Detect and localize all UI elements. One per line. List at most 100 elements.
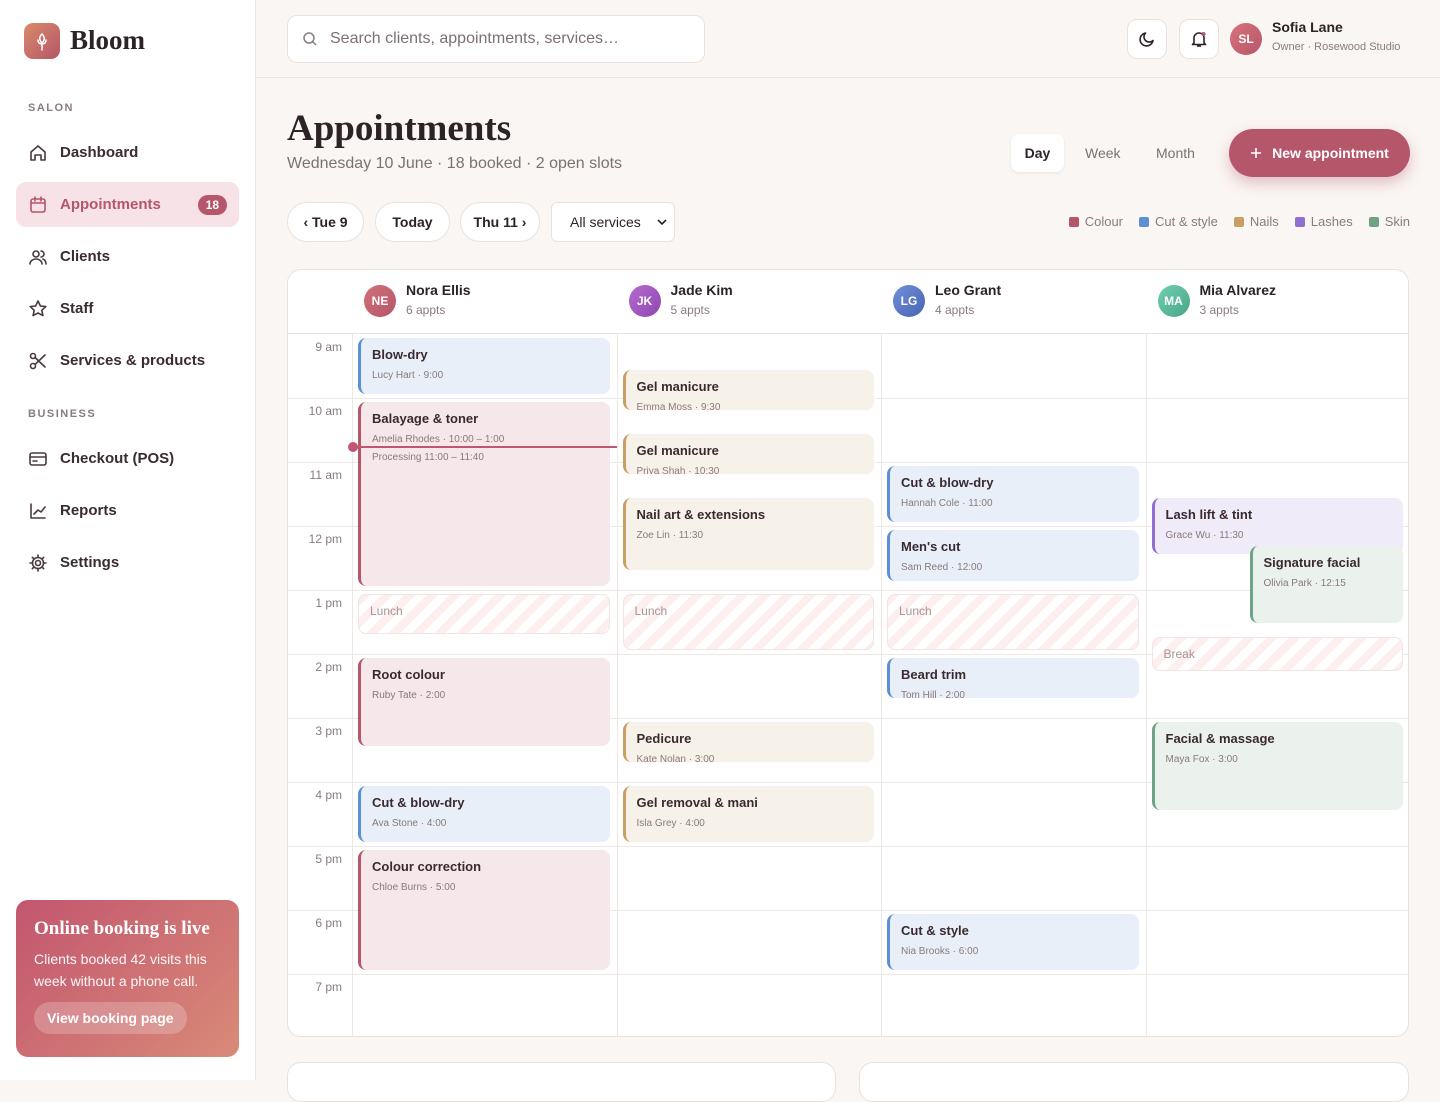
appointment[interactable]: Gel removal & mani Isla Grey · 4:00 <box>622 786 874 842</box>
view-tab[interactable]: Day <box>1011 134 1064 172</box>
time-label: 5 pm <box>315 852 342 866</box>
appointment[interactable]: Colour correction Chloe Burns · 5:00 <box>358 850 610 970</box>
legend-swatch <box>1294 216 1305 227</box>
view-tab[interactable]: Week <box>1085 145 1121 161</box>
appointment[interactable]: Gel manicure Priya Shah · 10:30 <box>622 434 874 474</box>
card <box>859 1062 1409 1102</box>
nav-label: Services & products <box>60 352 206 369</box>
legend-item: Skin <box>1368 214 1410 229</box>
appointment[interactable]: Cut & blow-dry Hannah Cole · 11:00 <box>887 466 1139 522</box>
nav-label: Appointments <box>60 196 161 213</box>
appointment-detail: Sam Reed · 12:00 <box>901 562 983 573</box>
legend-item: Nails <box>1233 214 1279 229</box>
nav-label: Staff <box>60 300 94 317</box>
appointment-detail: Nia Brooks · 6:00 <box>901 946 979 957</box>
legend-label: Lashes <box>1310 214 1353 229</box>
nav-item[interactable]: Checkout (POS) <box>16 436 239 481</box>
promo-button[interactable]: View booking page <box>34 1002 187 1034</box>
nav-item[interactable]: Dashboard <box>16 130 239 175</box>
appointment[interactable]: Men's cut Sam Reed · 12:00 <box>887 530 1139 581</box>
appointment[interactable]: Cut & style Nia Brooks · 6:00 <box>887 914 1139 970</box>
prev-day-button[interactable]: ‹ Tue 9 <box>287 202 364 242</box>
hour-line <box>288 718 1408 719</box>
icon <box>29 299 47 316</box>
appointment[interactable]: Nail art & extensions Zoe Lin · 11:30 <box>622 498 874 570</box>
nav-item[interactable]: Services & products <box>16 338 239 383</box>
appointment[interactable]: Lash lift & tint Grace Wu · 11:30 <box>1151 498 1403 554</box>
appointment-title: Pedicure <box>636 731 692 746</box>
service-filter[interactable]: All services <box>551 202 675 242</box>
chevron <box>657 219 667 226</box>
appointment-detail: Grace Wu · 11:30 <box>1165 530 1244 541</box>
appointment-detail: Chloe Burns · 5:00 <box>372 882 456 893</box>
hour-line <box>288 782 1408 783</box>
user-avatar[interactable]: SL <box>1230 23 1262 55</box>
view-tab[interactable]: Month <box>1156 145 1195 161</box>
legend-swatch <box>1068 216 1079 227</box>
appointment[interactable]: Gel manicure Emma Moss · 9:30 <box>622 370 874 410</box>
staff-avatar: MA <box>1157 285 1190 317</box>
legend-item: Lashes <box>1294 214 1353 229</box>
nav-item[interactable]: Appointments 18 <box>16 182 239 227</box>
brand: Bloom <box>70 25 146 55</box>
search-icon <box>303 32 317 46</box>
nav-item[interactable]: Clients <box>16 234 239 279</box>
legend-label: Nails <box>1249 214 1279 229</box>
appointment-title: Blow-dry <box>372 347 428 362</box>
time-label: 10 am <box>308 404 342 418</box>
today-button[interactable]: Today <box>375 202 450 242</box>
theme-button[interactable] <box>1127 19 1167 59</box>
appointment-title: Cut & blow-dry <box>901 475 994 490</box>
blocked-time: Break <box>1151 636 1403 672</box>
staff-name: Nora Ellis <box>406 282 471 298</box>
sidebar: Bloom SALON Dashboard Appointments 18 Cli… <box>0 0 256 1080</box>
icon <box>29 553 47 572</box>
badge: 18 <box>197 194 227 215</box>
appointment-title: Men's cut <box>901 539 961 554</box>
appointment[interactable]: Cut & blow-dry Ava Stone · 4:00 <box>358 786 610 842</box>
appointment[interactable]: Beard trim Tom Hill · 2:00 <box>887 658 1139 698</box>
legend-item: Colour <box>1068 214 1123 229</box>
legend: Colour Cut & style Nails Lashes Skin <box>1068 214 1410 229</box>
legend-swatch <box>1139 216 1150 227</box>
calendar: 9 am 10 am 11 am 12 pm 1 pm 2 pm 3 pm 4 pm 5 pm 6… <box>287 269 1409 1037</box>
notification-button[interactable] <box>1179 19 1219 59</box>
nav-label: Settings <box>60 554 120 571</box>
now-dot <box>348 442 358 452</box>
appointment-title: Colour correction <box>372 859 482 874</box>
hour-line <box>288 974 1408 975</box>
nav-item[interactable]: Staff <box>16 286 239 331</box>
appointment-detail: Amelia Rhodes · 10:00 – 1:00 <box>372 434 505 445</box>
appointment-detail: Lucy Hart · 9:00 <box>372 370 444 381</box>
appointment[interactable]: Balayage & toner Amelia Rhodes · 10:00 – … <box>358 402 610 586</box>
appointment-title: Nail art & extensions <box>636 507 766 522</box>
appointment[interactable]: Facial & massage Maya Fox · 3:00 <box>1151 722 1403 810</box>
icon <box>1191 32 1207 47</box>
appointment-detail: Kate Nolan · 3:00 <box>636 754 715 762</box>
new-appointment-button[interactable]: New appointment <box>1229 129 1410 177</box>
nav-item[interactable]: Settings <box>16 540 239 585</box>
nav-item[interactable]: Reports <box>16 488 239 533</box>
appointment-title: Lash lift & tint <box>1165 507 1253 522</box>
appointment-detail: Emma Moss · 9:30 <box>636 402 721 410</box>
header-divider <box>288 333 1408 334</box>
blocked-time: Lunch <box>887 594 1139 650</box>
appointment[interactable]: Signature facial Olivia Park · 12:15 <box>1249 546 1403 624</box>
next-day-button[interactable]: Thu 11 › <box>460 202 540 242</box>
search[interactable]: Search clients, appointments, services… <box>287 15 705 63</box>
appointment-detail: Maya Fox · 3:00 <box>1165 754 1238 765</box>
staff-count: 6 appts <box>406 303 446 317</box>
nav-label: Clients <box>60 248 111 265</box>
time-label: 9 am <box>315 340 342 354</box>
appointment-title: Balayage & toner <box>372 411 479 426</box>
legend-swatch <box>1368 216 1379 227</box>
appointment-detail: Hannah Cole · 11:00 <box>901 498 993 509</box>
logo[interactable] <box>24 23 60 59</box>
staff-count: 3 appts <box>1199 303 1239 317</box>
appointment[interactable]: Blow-dry Lucy Hart · 9:00 <box>358 338 610 394</box>
appointment[interactable]: Pedicure Kate Nolan · 3:00 <box>622 722 874 762</box>
user-role: Owner · Rosewood Studio <box>1272 41 1401 53</box>
appointment[interactable]: Root colour Ruby Tate · 2:00 <box>358 658 610 746</box>
